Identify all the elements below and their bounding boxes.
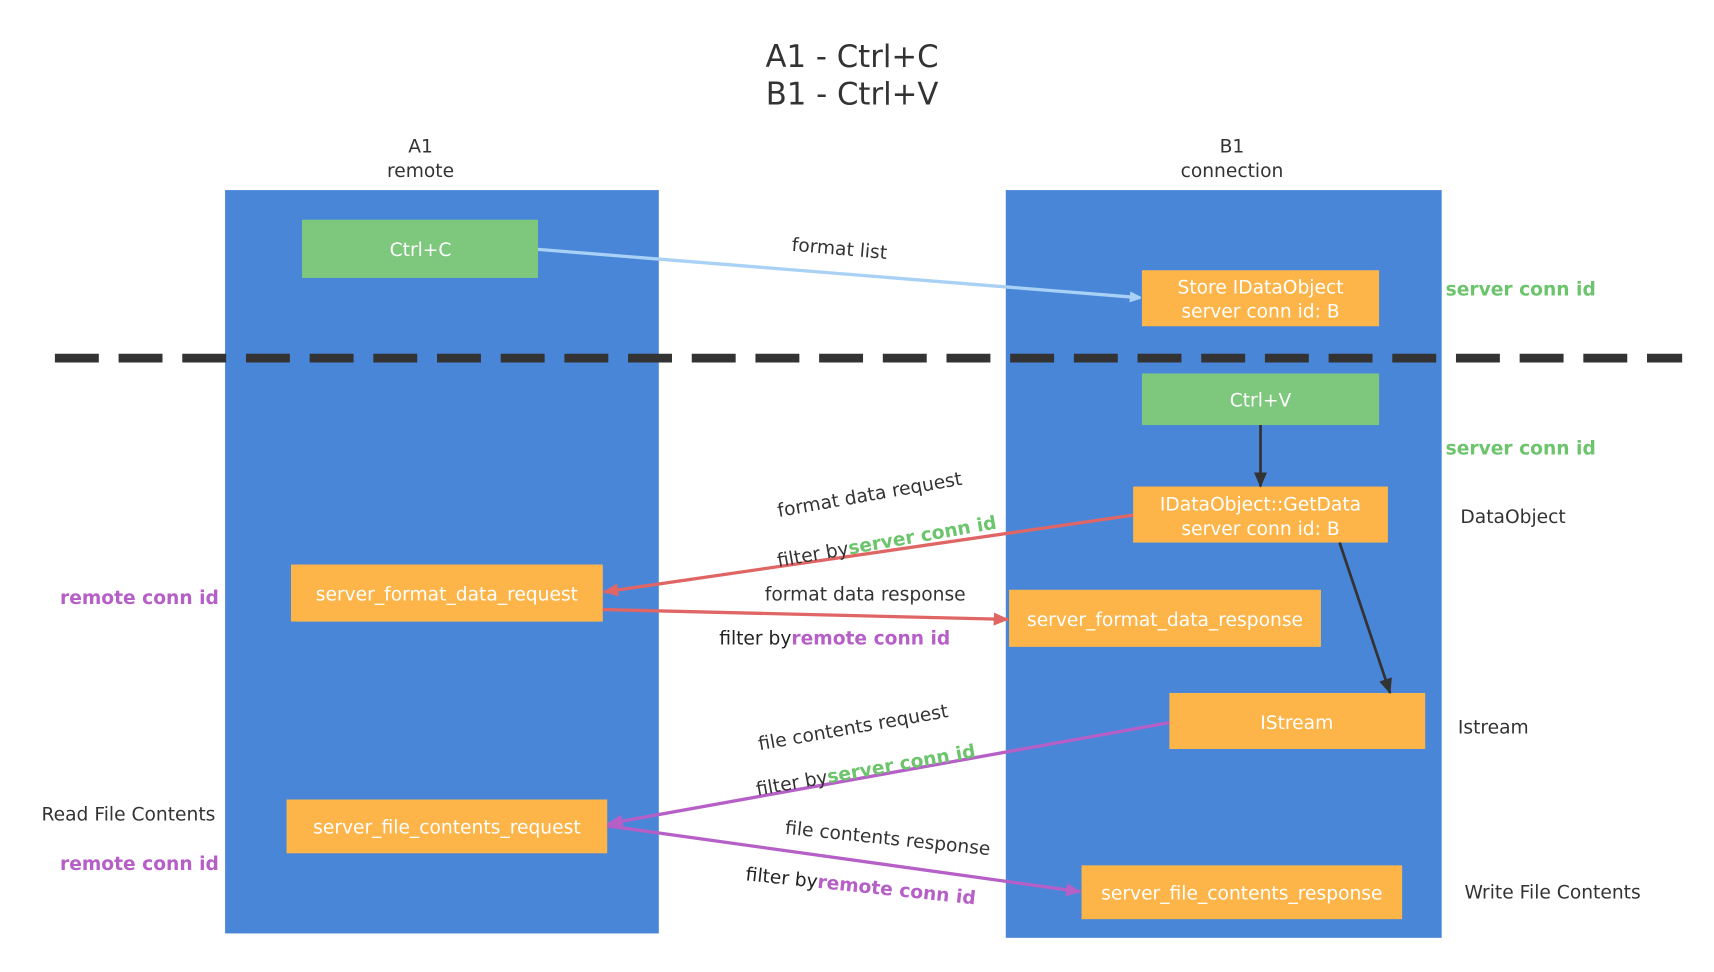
file-response-box: server_file_contents_response bbox=[1081, 865, 1403, 920]
file-contents-response-arrow bbox=[606, 824, 1082, 897]
left-column-role: remote bbox=[387, 161, 454, 182]
filter-id-text: server conn id bbox=[826, 741, 978, 788]
istream-side-label: Istream bbox=[1458, 718, 1529, 739]
file-contents-request-label: file contents request bbox=[757, 701, 950, 755]
filter-by-text: filter by bbox=[719, 629, 791, 650]
format-request-label: server_format_data_request bbox=[316, 585, 578, 606]
read-file-contents-label: Read File Contents bbox=[42, 804, 216, 825]
format-data-request-filter: filter byserver conn id bbox=[776, 513, 999, 572]
right-column-role: connection bbox=[1181, 161, 1284, 182]
right-column-name: B1 bbox=[1220, 137, 1245, 158]
file-request-label: server_file_contents_request bbox=[313, 818, 581, 839]
filter-id-text: server conn id bbox=[847, 513, 999, 560]
format-request-box: server_format_data_request bbox=[290, 564, 603, 622]
format-data-response-arrow bbox=[602, 607, 1010, 626]
file-contents-request-arrow bbox=[607, 721, 1170, 828]
store-idataobject-box: Store IDataObject server conn id: B bbox=[1141, 270, 1380, 327]
format-data-response-label: format data response bbox=[765, 585, 966, 606]
getdata-line-1: IDataObject::GetData bbox=[1160, 495, 1361, 516]
remote-conn-id-label-1: remote conn id bbox=[60, 588, 219, 609]
format-response-label: server_format_data_response bbox=[1027, 610, 1303, 631]
filter-id-text: remote conn id bbox=[816, 872, 976, 909]
format-data-request-arrow bbox=[602, 513, 1134, 597]
file-response-label: server_file_contents_response bbox=[1101, 883, 1382, 904]
filter-by-text: filter by bbox=[755, 767, 830, 800]
write-file-contents-label: Write File Contents bbox=[1464, 882, 1640, 903]
format-list-label: format list bbox=[791, 235, 888, 264]
filter-id-text: remote conn id bbox=[791, 629, 950, 650]
server-conn-id-label-2: server conn id bbox=[1446, 439, 1596, 460]
ctrl-v-label: Ctrl+V bbox=[1230, 390, 1292, 411]
dataobject-label: DataObject bbox=[1460, 507, 1565, 528]
filter-by-text: filter by bbox=[745, 864, 819, 892]
format-list-arrow bbox=[537, 247, 1140, 297]
server-conn-id-label-1: server conn id bbox=[1446, 279, 1596, 300]
format-data-request-label: format data request bbox=[776, 469, 964, 522]
left-column-name: A1 bbox=[408, 137, 433, 158]
format-response-box: server_format_data_response bbox=[1009, 589, 1321, 647]
istream-box: IStream bbox=[1169, 692, 1426, 749]
title-line-1: A1 - Ctrl+C bbox=[766, 39, 939, 75]
remote-conn-id-label-2: remote conn id bbox=[60, 854, 219, 875]
store-line-2: server conn id: B bbox=[1181, 301, 1339, 322]
getdata-line-2: server conn id: B bbox=[1181, 519, 1339, 540]
title-line-2: B1 - Ctrl+V bbox=[766, 76, 939, 112]
getdata-to-istream-arrow bbox=[1338, 542, 1392, 695]
format-data-response-filter: filter byremote conn id bbox=[719, 629, 950, 650]
ctrl-v-box: Ctrl+V bbox=[1141, 373, 1380, 426]
store-line-1: Store IDataObject bbox=[1177, 277, 1343, 298]
ctrl-c-box: Ctrl+C bbox=[301, 219, 539, 278]
filter-by-text: filter by bbox=[776, 539, 851, 572]
ctrl-c-label: Ctrl+C bbox=[390, 240, 452, 261]
istream-label: IStream bbox=[1260, 713, 1333, 734]
file-request-box: server_file_contents_request bbox=[286, 799, 608, 854]
